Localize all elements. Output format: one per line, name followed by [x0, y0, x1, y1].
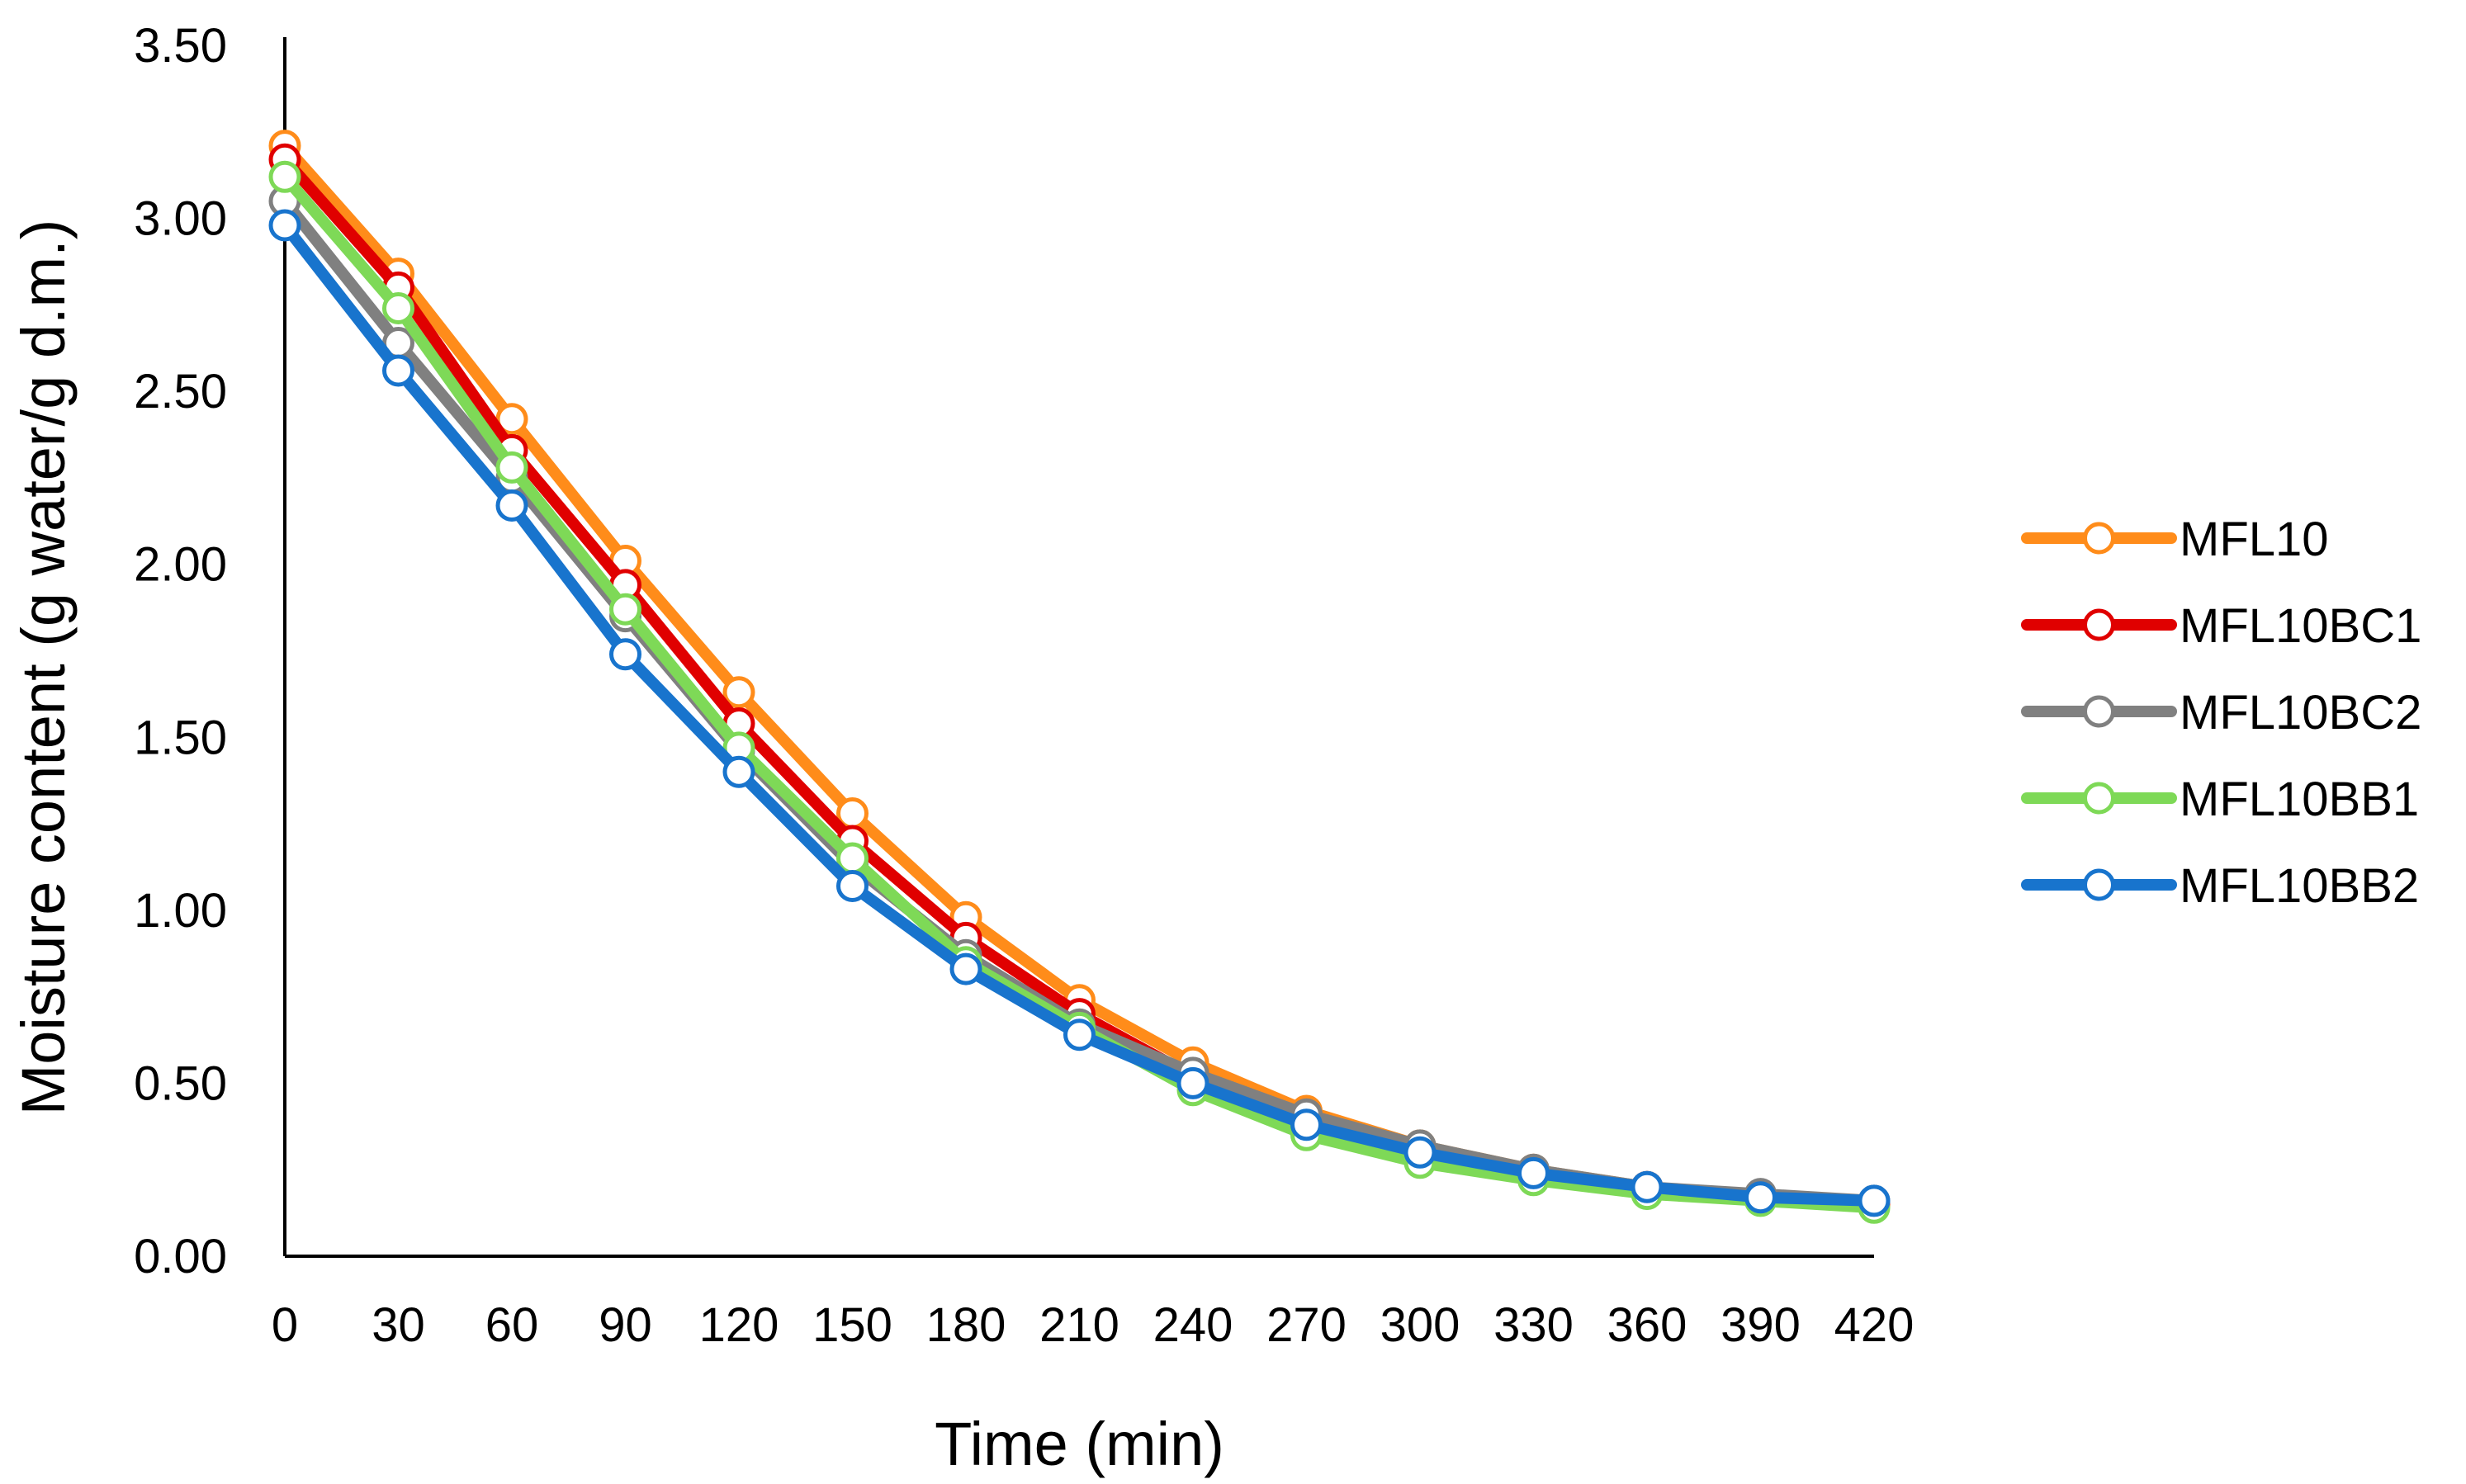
y-tick-label: 1.50: [134, 711, 227, 764]
data-point: [1403, 1136, 1437, 1169]
legend-swatch-marker: [2083, 522, 2115, 555]
data-point: [268, 209, 301, 242]
x-tick-label: 390: [1721, 1298, 1801, 1352]
data-point: [268, 160, 301, 193]
data-point: [1744, 1181, 1777, 1214]
y-axis-title: Moisture content (g water/g d.m.): [9, 220, 78, 1116]
legend-label: MFL10BB2: [2180, 859, 2419, 913]
x-tick-label: 60: [485, 1298, 539, 1352]
y-tick-label: 3.50: [134, 19, 227, 73]
axes: 0.00 0.50 1.00 1.50 2.00 2.50 3.00 3.50 0 30 60 90 1…: [134, 19, 1914, 1352]
x-tick-label: 360: [1607, 1298, 1687, 1352]
legend-swatch-marker: [2083, 868, 2115, 901]
x-tick-label: 330: [1493, 1298, 1574, 1352]
x-tick-label: 120: [699, 1298, 779, 1352]
x-tick-label: 150: [812, 1298, 892, 1352]
data-point: [495, 451, 528, 484]
x-tick-label: 0: [272, 1298, 298, 1352]
y-tick-label: 0.50: [134, 1056, 227, 1110]
data-point: [609, 593, 641, 626]
legend-label: MFL10: [2180, 513, 2329, 566]
x-tick-label: 300: [1380, 1298, 1460, 1352]
x-tick-label: 30: [372, 1298, 425, 1352]
data-point: [1858, 1184, 1891, 1217]
y-tick-label: 0.00: [134, 1230, 227, 1283]
legend-label: MFL10BC1: [2180, 599, 2421, 653]
legend-item: MFL10BC2: [2021, 686, 2421, 740]
x-tick-label: 270: [1266, 1298, 1347, 1352]
data-point: [1176, 1066, 1209, 1099]
legend-label: MFL10BC2: [2180, 686, 2421, 740]
legend-swatch-marker: [2083, 695, 2115, 728]
legend-swatch-marker: [2083, 782, 2115, 815]
y-tick-label: 1.00: [134, 884, 227, 938]
legend-item: MFL10BB1: [2021, 773, 2419, 826]
data-point: [722, 676, 755, 709]
legend-label: MFL10BB1: [2180, 773, 2419, 826]
y-tick-label: 2.00: [134, 538, 227, 592]
series-MFL10BB2: [268, 209, 1891, 1217]
data-point: [1517, 1156, 1550, 1189]
data-point: [495, 403, 528, 436]
x-tick-label: 90: [599, 1298, 652, 1352]
legend-item: MFL10BB2: [2021, 859, 2419, 913]
data-point: [836, 870, 869, 902]
data-point: [609, 638, 641, 671]
data-point: [382, 292, 414, 324]
data-point: [1631, 1170, 1664, 1203]
data-point: [949, 952, 982, 985]
data-point: [1290, 1108, 1323, 1141]
data-point: [382, 354, 414, 387]
y-tick-label: 3.00: [134, 192, 227, 246]
legend-item: MFL10: [2021, 513, 2329, 566]
data-point: [722, 755, 755, 788]
x-tick-label: 210: [1039, 1298, 1119, 1352]
legend-swatch-marker: [2083, 608, 2115, 641]
data-point: [1063, 1018, 1096, 1052]
y-tick-label: 2.50: [134, 365, 227, 418]
series-layer: [268, 130, 1891, 1224]
data-point: [495, 489, 528, 522]
x-tick-label: 180: [926, 1298, 1006, 1352]
x-tick-label: 240: [1153, 1298, 1233, 1352]
x-tick-label: 420: [1834, 1298, 1915, 1352]
legend: MFL10 MFL10BC1 MFL10BC2 MFL10BB1 MFL10BB2: [2021, 513, 2421, 913]
x-axis-title: Time (min): [935, 1410, 1224, 1478]
legend-item: MFL10BC1: [2021, 599, 2421, 653]
